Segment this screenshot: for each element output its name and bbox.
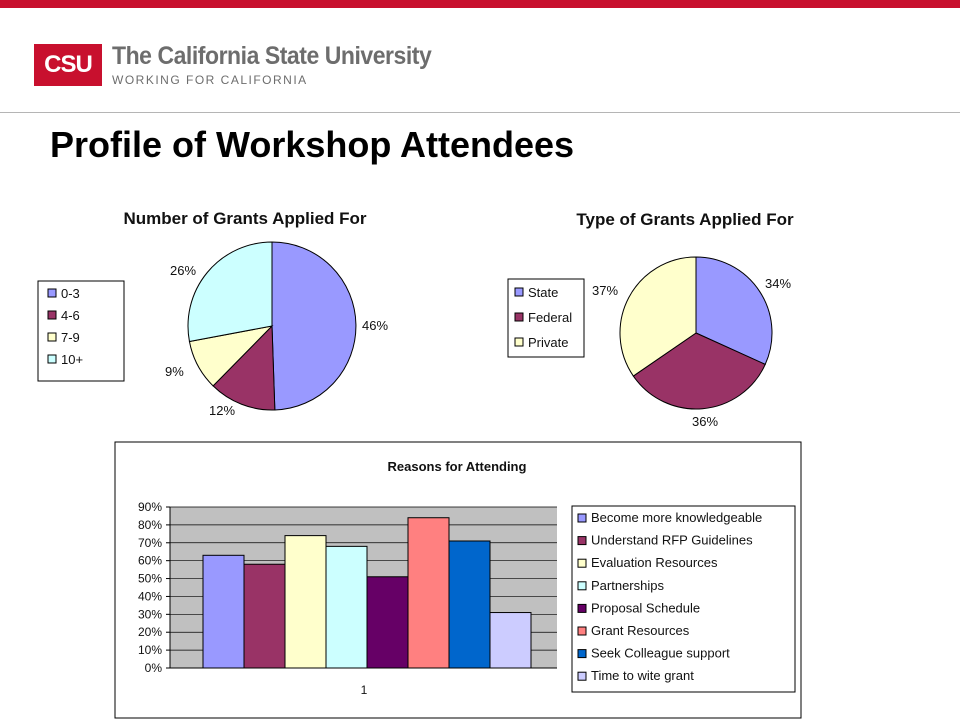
pie1-legend-label: 7-9 [61,330,80,345]
bar-proposal-schedule [366,576,409,669]
bar-become-more-knowledgeable [202,554,245,669]
pie2-data-label: 34% [765,276,791,291]
university-tagline: WORKING FOR CALIFORNIA [112,73,308,87]
bar-legend-swatch [577,603,587,613]
bar-legend-swatch [577,671,587,681]
csu-logo-mark: CSU [34,44,102,86]
x-tick-label: 1 [361,683,368,697]
pie1-legend-swatch [47,288,57,298]
pie1-data-label: 12% [209,403,235,418]
pie2-legend-label: State [528,285,558,300]
bar-grant-resources [407,517,450,669]
pie2-legend-label: Private [528,335,568,350]
bar-legend-box [571,505,796,693]
pie-chart-grant-type: Type of Grants Applied For 34% 36% 37% Sta… [507,210,794,429]
bar-evaluation-resources [284,535,327,669]
bar-legend-swatch [577,649,587,659]
pie1-slice-10- [187,241,273,343]
header-divider [0,112,960,113]
bar-legend-label: Evaluation Resources [591,555,718,570]
bar-seek-colleague-support [448,540,491,669]
pie1-legend-swatch [47,310,57,320]
pie1-data-label: 46% [362,318,388,333]
bar-understand-rfp-guidelines [243,563,286,669]
top-accent-bar [0,0,960,8]
bar-legend-label: Seek Colleague support [591,646,730,661]
y-tick-label: 80% [138,518,162,532]
pie1-legend-label: 4-6 [61,308,80,323]
bar-legend-label: Grant Resources [591,623,690,638]
pie2-legend-swatch [514,287,524,297]
csu-logo-wordmark: The California State University WORKING … [112,42,459,87]
bar-time-to-wite-grant [489,612,532,669]
pie2-slice-state [695,256,773,366]
university-name: The California State University [112,42,432,70]
pie1-legend-swatch [47,354,57,364]
pie1-slice-4-6 [212,324,276,411]
page-title: Profile of Workshop Attendees [50,124,575,165]
bar-legend-swatch [577,536,587,546]
pie2-data-label: 36% [692,414,718,429]
pie1-legend-label: 10+ [61,352,83,367]
pie2-legend-swatch [514,312,524,322]
y-tick-label: 60% [138,554,162,568]
y-tick-label: 70% [138,536,162,550]
pie-chart-grant-count: Number of Grants Applied For 46% 12% 9% 26%… [37,209,388,418]
y-tick-label: 50% [138,572,162,586]
y-tick-label: 40% [138,589,162,603]
pie1-legend-box [37,280,125,382]
bar-legend-swatch [577,558,587,568]
y-tick-label: 0% [145,661,163,675]
bar-chart-title: Reasons for Attending [388,459,527,474]
bar-chart-reasons: Reasons for Attending 0% 10% 20% 30% 40% 50% 6… [114,441,802,719]
pie2-slice-federal [632,332,766,410]
pie1-legend-swatch [47,332,57,342]
y-tick-label: 30% [138,607,162,621]
pie1-title: Number of Grants Applied For [123,209,366,228]
pie1-data-label: 9% [165,364,184,379]
bar-legend-label: Become more knowledgeable [591,510,762,525]
pie1-legend-label: 0-3 [61,286,80,301]
y-tick-label: 90% [138,500,162,514]
bar-legend-swatch [577,626,587,636]
pie1-slice-0-3 [271,241,357,411]
bar-partnerships [325,545,368,669]
pie2-slice-private [619,256,697,377]
pie2-legend-swatch [514,337,524,347]
bar-legend-label: Partnerships [591,578,664,593]
y-tick-label: 20% [138,625,162,639]
bar-legend-label: Time to wite grant [591,668,694,683]
pie2-legend-label: Federal [528,310,572,325]
bar-legend-swatch [577,581,587,591]
pie1-data-label: 26% [170,263,196,278]
bar-legend-swatch [577,513,587,523]
pie2-data-label: 37% [592,283,618,298]
bar-legend-label: Understand RFP Guidelines [591,533,753,548]
bar-legend-label: Proposal Schedule [591,600,700,615]
pie2-title: Type of Grants Applied For [576,210,794,229]
y-tick-label: 10% [138,643,162,657]
csu-logo: CSU The California State University WORK… [34,44,459,86]
